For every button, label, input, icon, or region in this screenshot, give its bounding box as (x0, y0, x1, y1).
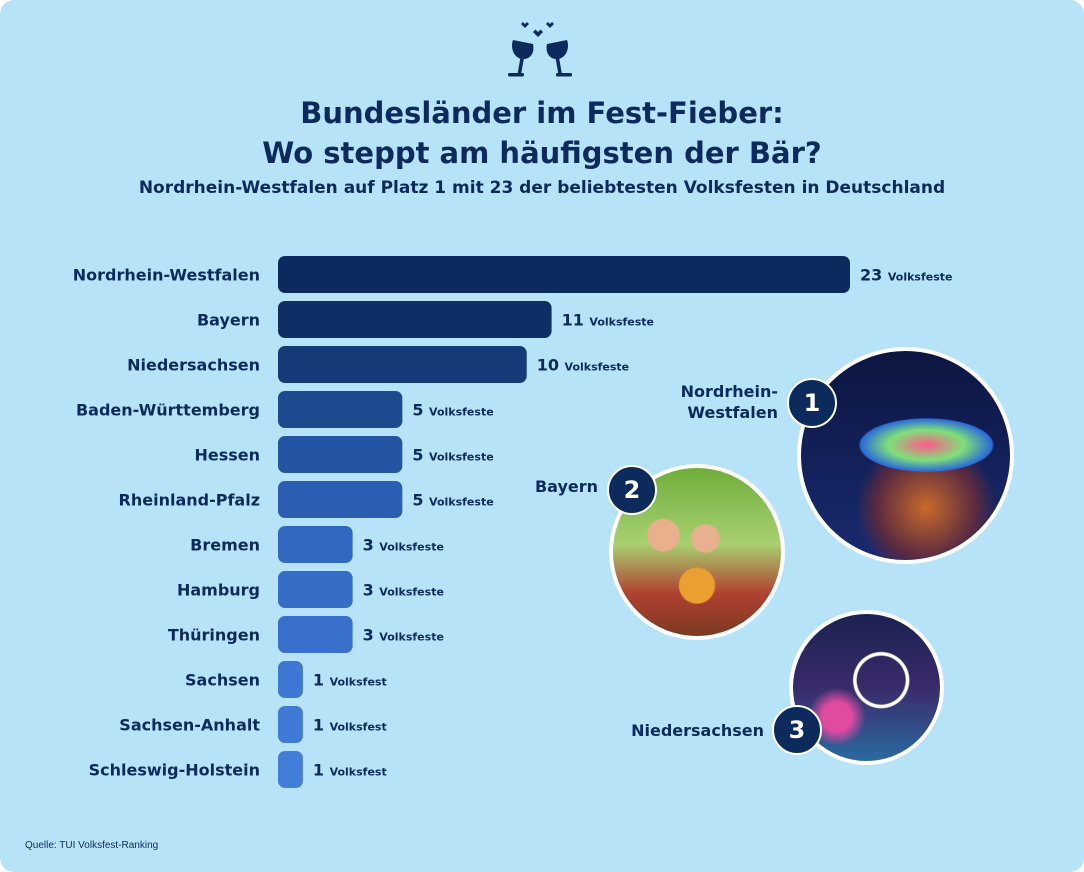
category-label: Hessen (194, 446, 260, 465)
bar (278, 436, 403, 473)
rank-label-1-line2: Westfalen (687, 403, 778, 422)
category-label: Hamburg (177, 581, 260, 600)
category-label: Thüringen (168, 626, 260, 645)
category-label: Rheinland-Pfalz (119, 491, 260, 510)
value-label: 1 Volksfest (313, 761, 387, 780)
bar (278, 391, 403, 428)
value-label: 3 Volksfeste (363, 536, 444, 555)
value-label: 5 Volksfeste (412, 491, 493, 510)
value-label: 5 Volksfeste (412, 401, 493, 420)
source-note: Quelle: TUI Volksfest-Ranking (25, 840, 159, 851)
title-line-2: Wo steppt am häufigsten der Bär? (262, 136, 822, 170)
value-label: 1 Volksfest (313, 671, 387, 690)
category-label: Schleswig-Holstein (89, 761, 260, 780)
bar (278, 616, 353, 653)
rank-label-3: Niedersachsen (631, 721, 764, 740)
value-label: 11 Volksfeste (562, 311, 654, 330)
wine-glasses-toast-icon (508, 22, 572, 77)
rank-badge-3: 3 (772, 705, 822, 755)
value-label: 1 Volksfest (313, 716, 387, 735)
category-label: Niedersachsen (127, 356, 260, 375)
subtitle: Nordrhein-Westfalen auf Platz 1 mit 23 d… (138, 178, 946, 198)
bar (278, 706, 303, 743)
fairground-carousel-photo (797, 347, 1014, 564)
bar (278, 661, 303, 698)
value-label: 10 Volksfeste (537, 356, 629, 375)
value-label: 23 Volksfeste (860, 266, 952, 285)
category-label: Bremen (190, 536, 260, 555)
title-line-1: Bundesländer im Fest-Fieber: (300, 96, 784, 130)
category-label: Bayern (197, 311, 260, 330)
category-label: Nordrhein-Westfalen (73, 266, 260, 285)
rank-label-1-line1: Nordrhein- (680, 382, 778, 401)
category-label: Sachsen (185, 671, 260, 690)
rank-badge-1: 1 (787, 378, 837, 428)
bar (278, 346, 527, 383)
value-label: 3 Volksfeste (363, 626, 444, 645)
category-label: Baden-Württemberg (76, 401, 260, 420)
bar (278, 301, 552, 338)
bar (278, 526, 353, 563)
rank-label-2: Bayern (534, 477, 598, 496)
category-label: Sachsen-Anhalt (119, 716, 260, 735)
rank-label-1: Nordrhein- Westfalen (640, 381, 778, 423)
bar (278, 256, 850, 293)
bar (278, 571, 353, 608)
value-label: 5 Volksfeste (412, 446, 493, 465)
bar (278, 751, 303, 788)
rank-badge-2: 2 (607, 465, 657, 515)
value-label: 3 Volksfeste (363, 581, 444, 600)
bar (278, 481, 403, 518)
